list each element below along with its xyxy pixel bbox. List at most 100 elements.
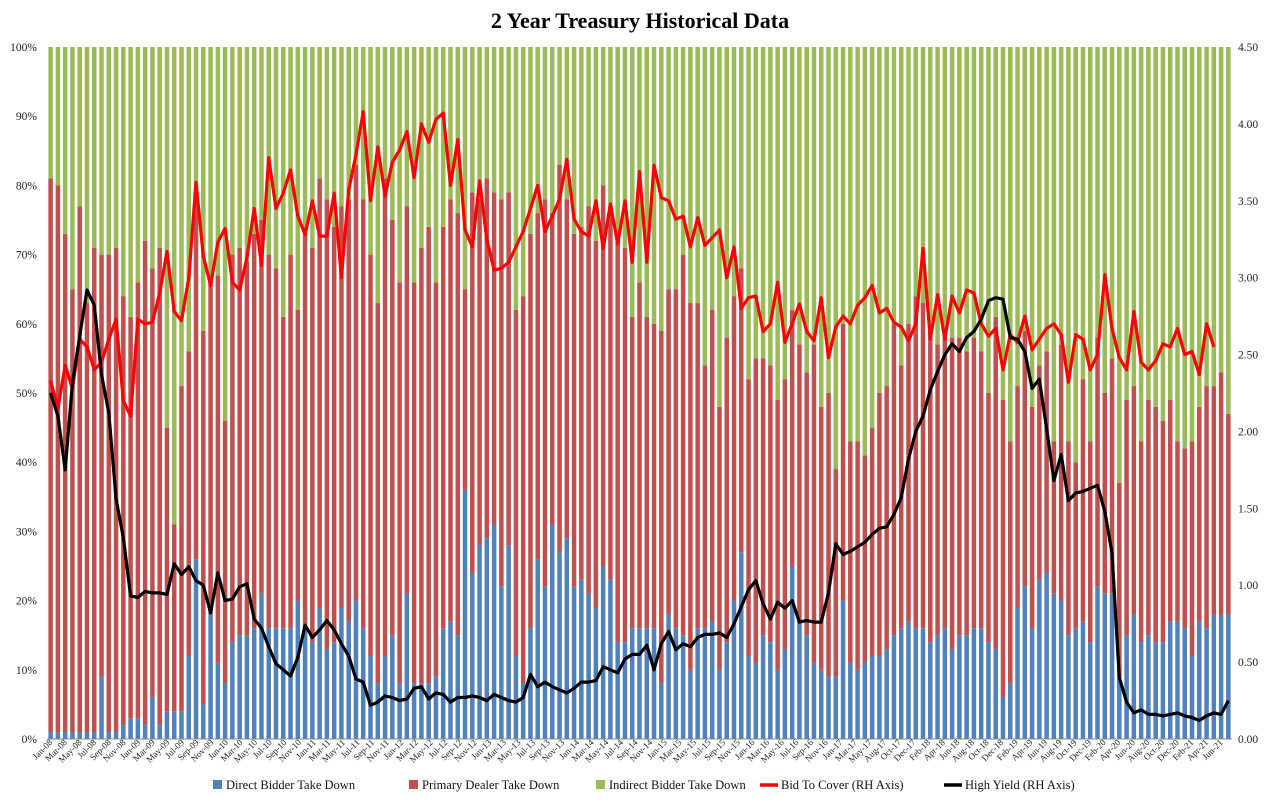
bar-stack <box>1124 47 1129 739</box>
bar-stack <box>826 47 831 739</box>
bar-indirect <box>99 47 104 255</box>
bar-dealer <box>55 185 61 733</box>
bar-stack <box>811 47 817 739</box>
bar-stack <box>455 47 461 739</box>
bar-direct <box>782 649 788 739</box>
bar-direct <box>1044 572 1049 739</box>
bar-indirect <box>208 47 213 276</box>
bar-indirect <box>840 47 846 324</box>
bar-dealer <box>419 247 424 684</box>
bar-direct <box>375 683 381 739</box>
bar-dealer <box>62 233 68 733</box>
bar-direct <box>986 642 991 739</box>
bar-stack <box>717 47 722 739</box>
bar-dealer <box>884 386 889 650</box>
bar-direct <box>942 628 948 739</box>
bar-direct <box>135 718 141 739</box>
bar-direct <box>928 642 933 739</box>
bar-dealer <box>1037 365 1042 580</box>
bar-indirect <box>164 47 170 428</box>
bar-dealer <box>731 296 737 601</box>
bar-dealer <box>1197 406 1202 622</box>
bar-indirect <box>70 47 75 290</box>
bar-direct <box>600 566 606 739</box>
bar-direct <box>477 545 482 739</box>
bar-direct <box>426 683 431 739</box>
bar-direct <box>964 635 969 739</box>
bar-direct <box>62 732 68 739</box>
bar-stack <box>121 47 126 739</box>
bar-dealer <box>440 226 446 629</box>
bar-dealer <box>920 303 926 629</box>
bar-direct <box>949 649 955 739</box>
bar-stack <box>542 47 548 739</box>
bar-dealer <box>993 316 998 650</box>
bar-dealer <box>942 337 948 629</box>
bar-stack <box>1037 47 1042 739</box>
bar-dealer <box>382 178 388 656</box>
bar-stack <box>281 47 286 739</box>
left-tick-label: 60% <box>16 319 38 331</box>
bar-stack <box>789 47 795 739</box>
bar-direct <box>215 662 221 739</box>
bar-dealer <box>1182 448 1187 629</box>
bar-indirect <box>1095 47 1100 338</box>
bar-dealer <box>855 441 860 670</box>
bar-dealer <box>680 254 686 636</box>
bar-direct <box>353 600 359 739</box>
bar-indirect <box>1029 47 1035 407</box>
bar-stack <box>1073 47 1078 739</box>
bar-dealer <box>1102 393 1108 594</box>
bar-dealer <box>186 351 192 656</box>
bar-direct <box>593 607 599 739</box>
bar-direct <box>804 635 809 739</box>
bar-direct <box>310 642 315 739</box>
bar-stack <box>600 47 606 739</box>
bar-direct <box>688 669 693 739</box>
bar-stack <box>680 47 686 739</box>
bar-dealer <box>760 358 766 636</box>
bar-indirect <box>695 47 700 304</box>
bar-dealer <box>128 316 133 719</box>
bar-stack <box>709 47 715 739</box>
bar-dealer <box>259 220 264 594</box>
bar-dealer <box>84 303 90 733</box>
bar-dealer <box>906 323 911 622</box>
bar-stack <box>1095 47 1100 739</box>
bar-stack <box>106 47 112 739</box>
bar-dealer <box>237 247 242 636</box>
bar-dealer <box>1211 386 1217 615</box>
bar-direct <box>113 732 119 739</box>
bar-indirect <box>1197 47 1202 407</box>
bar-stack <box>629 47 635 739</box>
bar-direct <box>680 635 686 739</box>
bar-dealer <box>1095 337 1100 587</box>
bar-dealer <box>1204 386 1209 629</box>
bar-stack <box>1109 47 1115 739</box>
bar-dealer <box>804 372 809 636</box>
bar-dealer <box>135 282 141 719</box>
bar-dealer <box>1124 399 1129 636</box>
bar-stack <box>331 47 337 739</box>
bar-indirect <box>818 47 824 407</box>
bar-dealer <box>1015 386 1020 608</box>
bar-direct <box>339 607 344 739</box>
bar-stack <box>571 47 577 739</box>
bar-stack <box>688 47 693 739</box>
right-tick-label: 0.00 <box>1238 734 1258 746</box>
bar-indirect <box>898 47 904 366</box>
bar-dealer <box>949 337 955 650</box>
bar-stack <box>368 47 373 739</box>
bar-direct <box>448 621 453 739</box>
bar-indirect <box>593 47 599 241</box>
bar-stack <box>346 47 351 739</box>
bar-dealer <box>222 420 228 684</box>
bar-stack <box>230 47 235 739</box>
bar-dealer <box>273 268 279 629</box>
bar-indirect <box>1102 47 1108 393</box>
bar-direct <box>673 628 679 739</box>
bar-stack <box>1146 47 1151 739</box>
bar-dealer <box>179 386 184 712</box>
bar-dealer <box>470 192 475 573</box>
bar-indirect <box>1015 47 1020 387</box>
